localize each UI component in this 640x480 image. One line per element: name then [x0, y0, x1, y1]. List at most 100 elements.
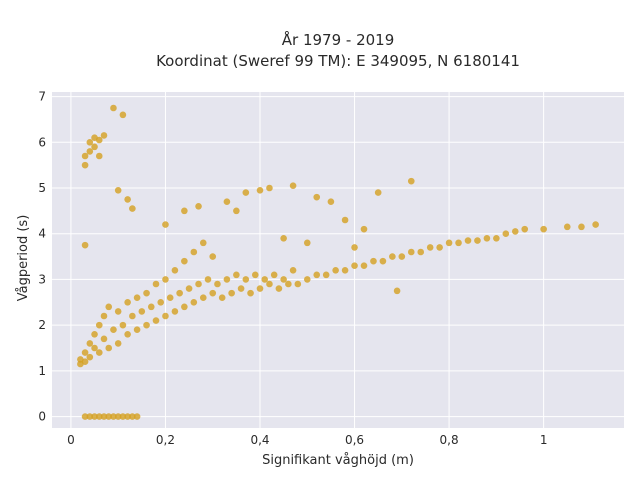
data-point [195, 280, 202, 288]
data-point [162, 312, 169, 320]
data-point [100, 132, 108, 139]
data-point [181, 207, 188, 215]
data-point [563, 223, 571, 231]
data-point [133, 326, 141, 334]
data-point [389, 253, 396, 260]
data-point [417, 248, 425, 256]
data-point [162, 276, 169, 283]
data-point [133, 413, 141, 420]
data-point [124, 413, 131, 420]
data-point [86, 138, 94, 146]
data-point [86, 353, 94, 361]
data-point [270, 271, 278, 279]
data-point [171, 308, 179, 315]
data-point [214, 280, 221, 288]
y-tick-label: 2 [38, 318, 46, 332]
data-point [110, 104, 117, 112]
data-point [407, 177, 415, 185]
data-point [105, 303, 113, 311]
data-point [483, 234, 491, 242]
data-point [95, 413, 103, 420]
data-point [266, 280, 273, 288]
data-point [313, 271, 321, 279]
data-point [360, 225, 368, 233]
y-tick-label: 0 [38, 410, 46, 424]
data-point [86, 413, 94, 420]
x-tick-label: 0 [67, 433, 75, 447]
y-tick-label: 1 [38, 364, 46, 378]
y-tick-label: 4 [38, 227, 46, 241]
data-point [303, 239, 311, 247]
data-point [251, 271, 259, 279]
data-point [81, 413, 89, 420]
data-point [95, 136, 103, 144]
data-point [105, 344, 113, 352]
data-point [578, 223, 585, 231]
data-point [138, 308, 146, 315]
data-point [133, 294, 141, 302]
data-point [313, 193, 321, 201]
data-point [181, 257, 188, 265]
data-point [86, 148, 94, 155]
data-point [209, 289, 217, 297]
y-tick-label: 7 [38, 90, 46, 104]
data-point [521, 225, 529, 233]
data-point [119, 413, 127, 420]
data-point [95, 349, 103, 356]
data-point [181, 303, 188, 311]
data-point [114, 308, 122, 315]
data-point [370, 257, 377, 265]
data-point [185, 285, 193, 292]
data-point [81, 349, 89, 356]
data-point [407, 248, 415, 256]
data-point [256, 186, 264, 194]
chart-subtitle: Koordinat (Sweref 99 TM): E 349095, N 61… [156, 52, 520, 70]
data-point [81, 241, 89, 249]
data-point [152, 317, 160, 324]
data-point [322, 271, 330, 279]
data-point [199, 294, 207, 302]
data-point [171, 266, 179, 274]
data-point [129, 413, 136, 420]
data-point [237, 285, 245, 292]
x-tick-label: 0,2 [156, 433, 175, 447]
data-point [256, 285, 264, 292]
data-point [91, 344, 98, 352]
data-point [114, 340, 122, 347]
data-point [275, 285, 283, 292]
data-point [129, 205, 136, 212]
data-point [95, 152, 103, 160]
data-point [100, 335, 108, 343]
data-point [190, 248, 198, 256]
data-point [223, 198, 231, 206]
data-point [261, 276, 269, 283]
data-point [95, 321, 103, 329]
data-point [493, 234, 500, 242]
data-point [303, 276, 311, 283]
data-point [91, 413, 98, 420]
data-point [204, 276, 212, 283]
data-point [209, 253, 217, 260]
data-point [502, 230, 510, 238]
data-point [351, 262, 358, 270]
x-tick-label: 0,6 [345, 433, 364, 447]
x-tick-label: 0,4 [250, 433, 269, 447]
data-point [464, 237, 472, 244]
data-point [294, 280, 302, 288]
plot-area [52, 92, 624, 428]
data-point [143, 321, 150, 329]
data-point [100, 413, 108, 420]
data-point [285, 280, 292, 288]
data-point [100, 312, 108, 320]
x-tick-label: 0,8 [440, 433, 459, 447]
y-tick-label: 3 [38, 272, 46, 286]
data-point [110, 413, 117, 420]
data-point [105, 413, 113, 420]
data-point [81, 358, 89, 366]
data-point [162, 221, 169, 228]
y-tick-labels: 0 1 2 3 4 5 6 7 [38, 90, 46, 424]
data-point [114, 186, 122, 194]
data-point [81, 161, 89, 169]
data-points [77, 104, 599, 420]
